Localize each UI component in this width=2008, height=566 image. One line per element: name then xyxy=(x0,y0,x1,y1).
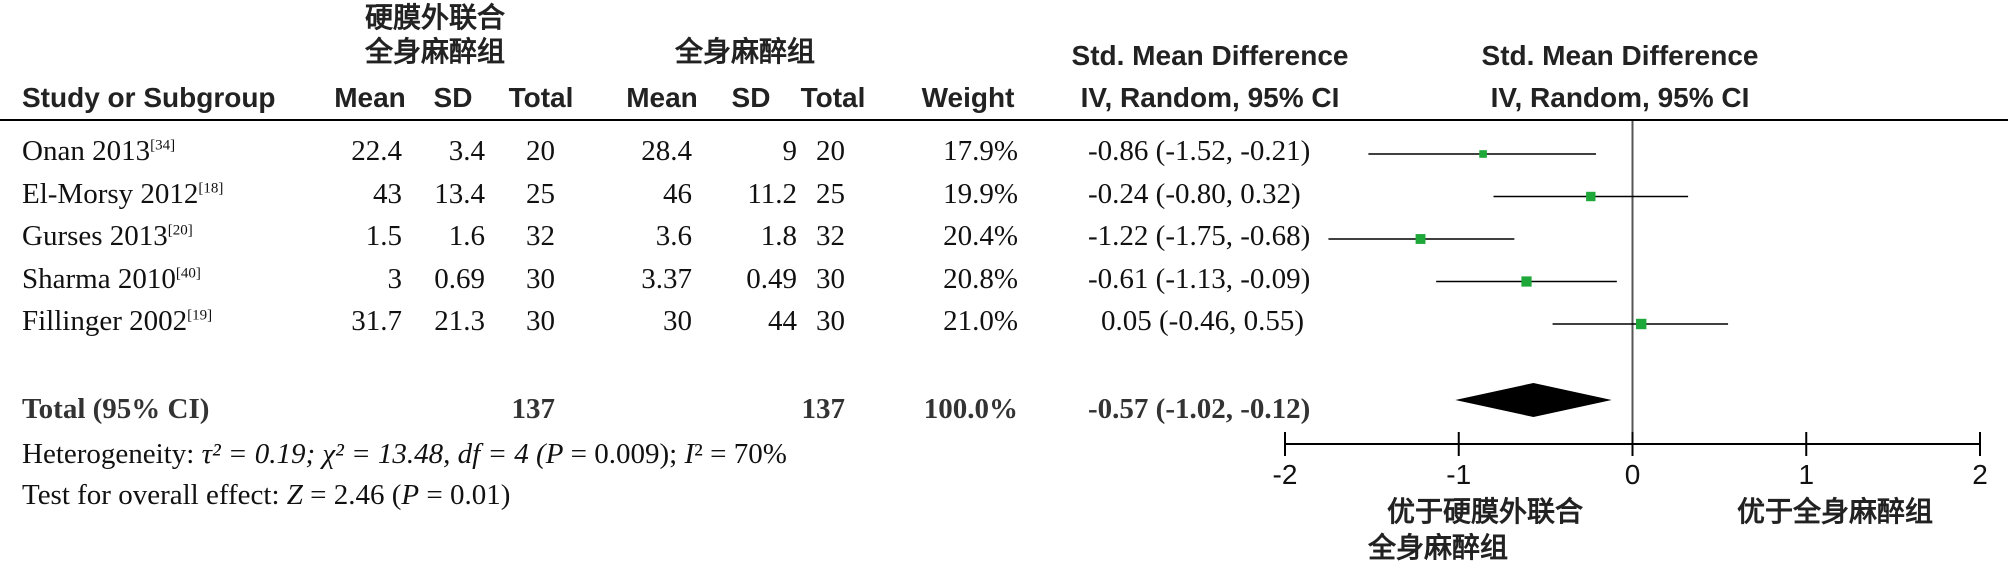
overall-effect-text: Test for overall effect: Z = 2.46 (P = 0… xyxy=(22,479,511,511)
study-g2-sd: 9 xyxy=(782,135,798,167)
effect-marker xyxy=(1635,318,1647,330)
total-label: Total (95% CI) xyxy=(22,393,210,425)
study-g1-sd: 13.4 xyxy=(434,177,485,210)
study-g1-mean: 3 xyxy=(387,262,403,295)
effect-column-title: Std. Mean Difference xyxy=(1071,40,1349,71)
effect-marker xyxy=(1479,150,1487,158)
x-tick-label: -2 xyxy=(1273,459,1298,490)
study-g2-mean: 28.4 xyxy=(641,135,692,167)
study-name: Sharma 2010[40] xyxy=(22,262,201,295)
group2-label: 全身麻醉组 xyxy=(674,35,815,68)
study-weight: 20.8% xyxy=(943,262,1018,295)
study-reference: [18] xyxy=(198,179,224,196)
study-g2-total: 30 xyxy=(816,262,845,295)
group2-sd-header: SD xyxy=(731,82,771,113)
effect-method-header: IV, Random, 95% CI xyxy=(1080,82,1340,113)
study-g1-mean: 22.4 xyxy=(351,135,402,167)
study-g1-sd: 21.3 xyxy=(434,305,485,337)
effect-marker xyxy=(1586,191,1596,202)
total-group2-n: 137 xyxy=(801,393,846,425)
study-effect-ci: -1.22 (-1.75, -0.68) xyxy=(1088,220,1311,252)
favours-left-label-line1: 优于硬膜外联合 xyxy=(1386,495,1583,528)
study-g1-total: 32 xyxy=(526,220,555,252)
study-reference: [40] xyxy=(175,264,201,281)
study-name: Fillinger 2002[19] xyxy=(22,305,213,337)
effect-marker xyxy=(1521,276,1532,287)
study-reference: [19] xyxy=(187,307,213,324)
study-g1-total: 30 xyxy=(526,262,555,295)
study-g2-sd: 44 xyxy=(768,305,797,337)
study-g2-mean: 3.37 xyxy=(641,262,692,295)
group1-total-header: Total xyxy=(508,82,574,113)
study-g2-total: 32 xyxy=(816,220,845,252)
favours-left-label-line2: 全身麻醉组 xyxy=(1368,531,1509,564)
study-column-header: Study or Subgroup xyxy=(22,82,276,113)
favours-right-label: 优于全身麻醉组 xyxy=(1736,495,1933,528)
study-weight: 21.0% xyxy=(943,305,1018,337)
study-name: Onan 2013[34] xyxy=(22,135,176,167)
study-reference: [20] xyxy=(167,222,193,239)
group1-sd-header: SD xyxy=(433,82,473,113)
study-g2-mean: 46 xyxy=(663,177,692,210)
group1-mean-header: Mean xyxy=(334,82,406,113)
study-g1-sd: 1.6 xyxy=(448,220,485,252)
study-weight: 17.9% xyxy=(943,135,1018,167)
effect-marker xyxy=(1415,234,1426,244)
group2-mean-header: Mean xyxy=(626,82,698,113)
study-g1-total: 20 xyxy=(526,135,555,167)
study-g1-sd: 3.4 xyxy=(448,135,485,167)
study-name: Gurses 2013[20] xyxy=(22,220,193,252)
x-tick-label: -1 xyxy=(1446,459,1471,490)
study-g2-total: 25 xyxy=(816,177,845,210)
study-g2-sd: 0.49 xyxy=(746,262,797,295)
study-reference: [34] xyxy=(150,137,176,154)
study-g1-total: 30 xyxy=(526,305,555,337)
study-g2-sd: 1.8 xyxy=(760,220,797,252)
study-g2-total: 20 xyxy=(816,135,845,167)
group1-label-line1: 硬膜外联合 xyxy=(364,1,505,34)
header-rule xyxy=(0,119,2008,121)
study-weight: 20.4% xyxy=(943,220,1018,252)
study-effect-ci: -0.61 (-1.13, -0.09) xyxy=(1088,262,1311,295)
heterogeneity-text: Heterogeneity: τ² = 0.19; χ² = 13.48, df… xyxy=(22,438,787,470)
study-g1-mean: 31.7 xyxy=(351,305,402,337)
study-g1-total: 25 xyxy=(526,177,555,210)
group1-label-line2: 全身麻醉组 xyxy=(364,35,505,68)
x-tick-label: 2 xyxy=(1972,459,1988,490)
x-tick-label: 1 xyxy=(1798,459,1814,490)
study-g1-sd: 0.69 xyxy=(434,262,485,295)
plot-method-header: IV, Random, 95% CI xyxy=(1490,82,1750,113)
study-effect-ci: -0.86 (-1.52, -0.21) xyxy=(1088,135,1311,167)
study-weight: 19.9% xyxy=(943,177,1018,210)
plot-column-title: Std. Mean Difference xyxy=(1481,40,1759,71)
total-weight: 100.0% xyxy=(923,393,1018,425)
study-g1-mean: 43 xyxy=(373,177,402,210)
study-g2-mean: 3.6 xyxy=(655,220,692,252)
group2-total-header: Total xyxy=(800,82,866,113)
study-g2-mean: 30 xyxy=(663,305,692,337)
x-tick-label: 0 xyxy=(1625,459,1641,490)
pooled-diamond xyxy=(1455,383,1612,417)
study-name: El-Morsy 2012[18] xyxy=(22,177,224,210)
study-g2-total: 30 xyxy=(816,305,845,337)
study-g1-mean: 1.5 xyxy=(365,220,402,252)
study-effect-ci: 0.05 (-0.46, 0.55) xyxy=(1101,305,1304,337)
study-g2-sd: 11.2 xyxy=(747,177,797,210)
weight-header: Weight xyxy=(921,82,1015,113)
total-group1-n: 137 xyxy=(511,393,556,425)
total-effect-ci: -0.57 (-1.02, -0.12) xyxy=(1088,393,1311,425)
study-effect-ci: -0.24 (-0.80, 0.32) xyxy=(1088,177,1301,210)
